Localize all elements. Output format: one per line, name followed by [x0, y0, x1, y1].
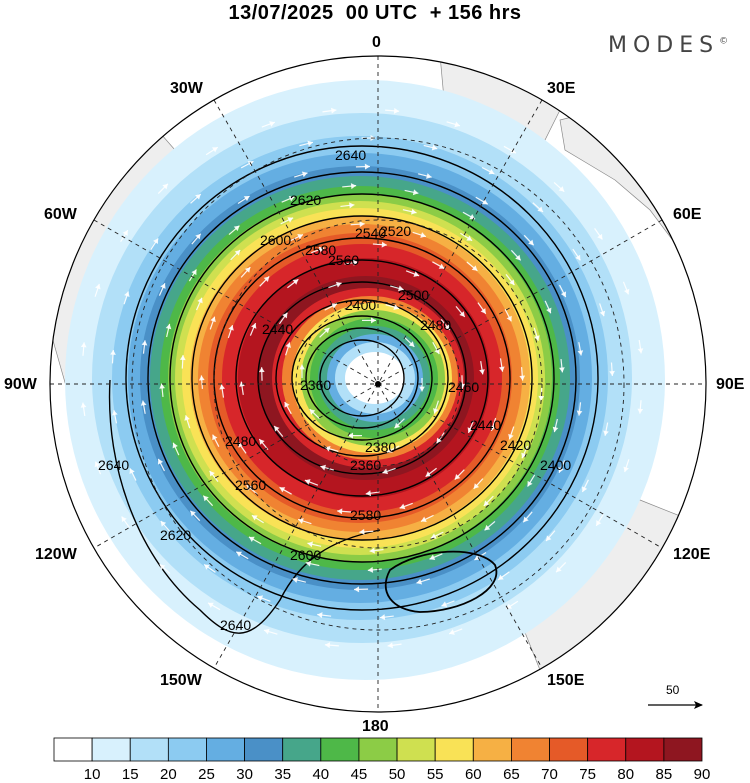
- colorbar-swatch: [283, 738, 321, 761]
- colorbar-tick-label: 15: [115, 766, 145, 783]
- contour-label: 2640: [335, 147, 366, 163]
- colorbar-tick-label: 55: [420, 766, 450, 783]
- lon-label-180: 180: [362, 718, 389, 736]
- contour-label: 2360: [300, 377, 331, 393]
- lon-label-150w: 150W: [160, 672, 202, 690]
- colorbar-swatch: [206, 738, 244, 761]
- colorbar-tick-label: 50: [382, 766, 412, 783]
- contour-label: 2360: [350, 457, 381, 473]
- colorbar-tick-label: 85: [649, 766, 679, 783]
- contour-label: 2640: [220, 617, 251, 633]
- contour-label: 2560: [328, 252, 359, 268]
- lon-label-30e: 30E: [547, 80, 575, 98]
- colorbar-swatch: [397, 738, 435, 761]
- contour-label: 2500: [398, 287, 429, 303]
- vector-reference-label: 50: [666, 683, 679, 697]
- colorbar-tick-label: 75: [573, 766, 603, 783]
- colorbar-tick-label: 20: [153, 766, 183, 783]
- colorbar-swatch: [511, 738, 549, 761]
- contour-label: 2380: [365, 439, 396, 455]
- contour-label: 2620: [290, 192, 321, 208]
- colorbar-swatch: [54, 738, 92, 761]
- colorbar-tick-label: 80: [611, 766, 641, 783]
- contour-label: 2480: [225, 433, 256, 449]
- colorbar-tick-label: 30: [230, 766, 260, 783]
- colorbar-swatch: [92, 738, 130, 761]
- contour-label: 2460: [448, 379, 479, 395]
- lon-label-30w: 30W: [170, 80, 203, 98]
- lon-label-60w: 60W: [44, 206, 77, 224]
- colorbar: [54, 738, 702, 761]
- contour-label: 2600: [260, 232, 291, 248]
- map-title: 13/07/2025 00 UTC + 156 hrs: [0, 2, 750, 25]
- colorbar-tick-label: 45: [344, 766, 374, 783]
- contour-label: 2420: [500, 437, 531, 453]
- colorbar-swatch: [359, 738, 397, 761]
- lon-label-0: 0: [372, 34, 381, 52]
- contour-label: 2620: [160, 527, 191, 543]
- contour-label: 2480: [420, 317, 451, 333]
- colorbar-swatch: [130, 738, 168, 761]
- colorbar-tick-label: 35: [268, 766, 298, 783]
- colorbar-tick-label: 40: [306, 766, 336, 783]
- colorbar-swatch: [473, 738, 511, 761]
- colorbar-swatch: [168, 738, 206, 761]
- lon-label-150e: 150E: [547, 672, 584, 690]
- contour-label: 2440: [470, 417, 501, 433]
- contour-label: 2580: [350, 507, 381, 523]
- colorbar-tick-label: 90: [687, 766, 717, 783]
- colorbar-swatch: [550, 738, 588, 761]
- pole-marker: [375, 381, 381, 387]
- contour-label: 2600: [290, 547, 321, 563]
- lon-label-90e: 90E: [716, 376, 744, 394]
- colorbar-swatch: [664, 738, 702, 761]
- contour-label: 2640: [98, 457, 129, 473]
- contour-label: 2400: [540, 457, 571, 473]
- colorbar-swatch: [321, 738, 359, 761]
- colorbar-tick-label: 60: [458, 766, 488, 783]
- colorbar-swatch: [435, 738, 473, 761]
- lon-label-120e: 120E: [673, 546, 710, 564]
- lon-label-90w: 90W: [4, 376, 37, 394]
- contour-label: 2400: [345, 297, 376, 313]
- colorbar-tick-label: 10: [77, 766, 107, 783]
- contour-label: 2560: [235, 477, 266, 493]
- colorbar-tick-label: 65: [496, 766, 526, 783]
- colorbar-swatch: [588, 738, 626, 761]
- vector-reference-arrow: [648, 701, 703, 709]
- colorbar-tick-label: 70: [535, 766, 565, 783]
- contour-label: 2440: [262, 321, 293, 337]
- lon-label-60e: 60E: [673, 206, 701, 224]
- colorbar-swatch: [245, 738, 283, 761]
- colorbar-swatch: [626, 738, 664, 761]
- colorbar-tick-label: 25: [191, 766, 221, 783]
- contour-label: 2520: [380, 223, 411, 239]
- lon-label-120w: 120W: [35, 546, 77, 564]
- brand-logo: MODES©: [608, 33, 728, 58]
